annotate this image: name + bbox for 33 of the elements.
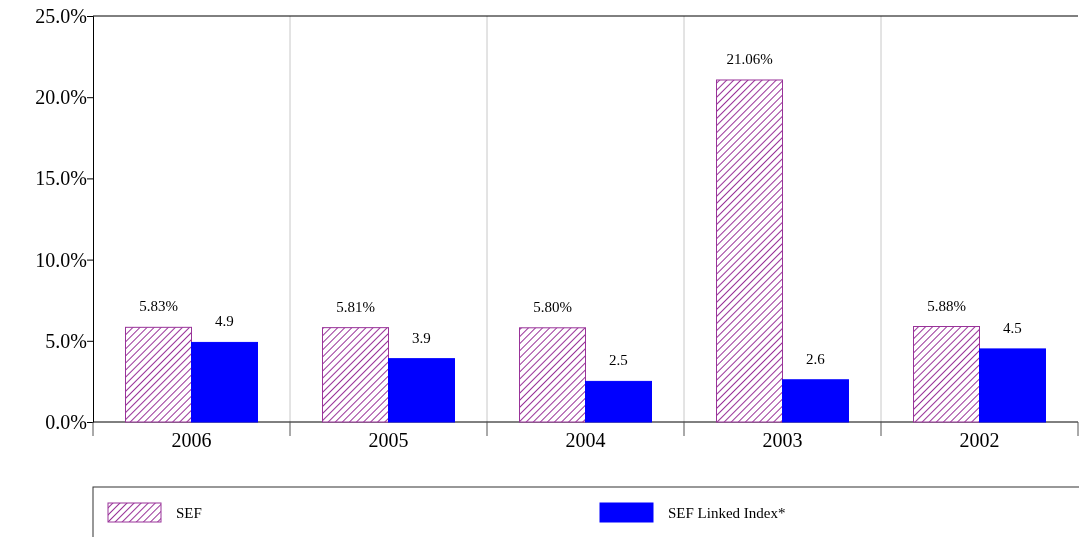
y-tick-label: 0.0% xyxy=(45,410,87,433)
data-label: 4.9 xyxy=(215,313,234,330)
bar xyxy=(322,327,389,423)
y-tick-label: 10.0% xyxy=(35,248,87,271)
bar xyxy=(979,348,1046,423)
y-tick-label: 25.0% xyxy=(35,4,87,27)
bar xyxy=(782,379,849,423)
bar xyxy=(125,326,192,423)
y-tick-label: 20.0% xyxy=(35,86,87,109)
data-label: 21.06% xyxy=(726,50,773,67)
legend-label: SEF Linked Index* xyxy=(668,505,786,521)
bar xyxy=(519,327,586,423)
y-tick-label: 15.0% xyxy=(35,167,87,190)
data-label: 4.5 xyxy=(1003,319,1022,336)
legend-label: SEF xyxy=(176,505,202,521)
data-label: 5.80% xyxy=(533,298,572,315)
data-label: 5.81% xyxy=(336,298,375,315)
data-label: 2.6 xyxy=(806,350,826,367)
x-tick-label: 2003 xyxy=(762,429,803,451)
data-label: 5.83% xyxy=(139,298,178,315)
bar xyxy=(388,358,455,423)
data-label: 3.9 xyxy=(412,329,431,346)
x-tick-label: 2004 xyxy=(565,429,606,451)
data-label: 5.88% xyxy=(927,297,966,314)
data-label: 2.5 xyxy=(609,352,628,369)
bar xyxy=(191,341,258,423)
bar xyxy=(585,380,652,423)
x-tick-label: 2005 xyxy=(368,429,409,451)
bar xyxy=(913,326,980,423)
x-tick-label: 2002 xyxy=(959,429,1000,451)
x-tick-label: 2006 xyxy=(171,429,212,451)
bar xyxy=(716,79,783,423)
y-tick-label: 5.0% xyxy=(45,329,87,352)
